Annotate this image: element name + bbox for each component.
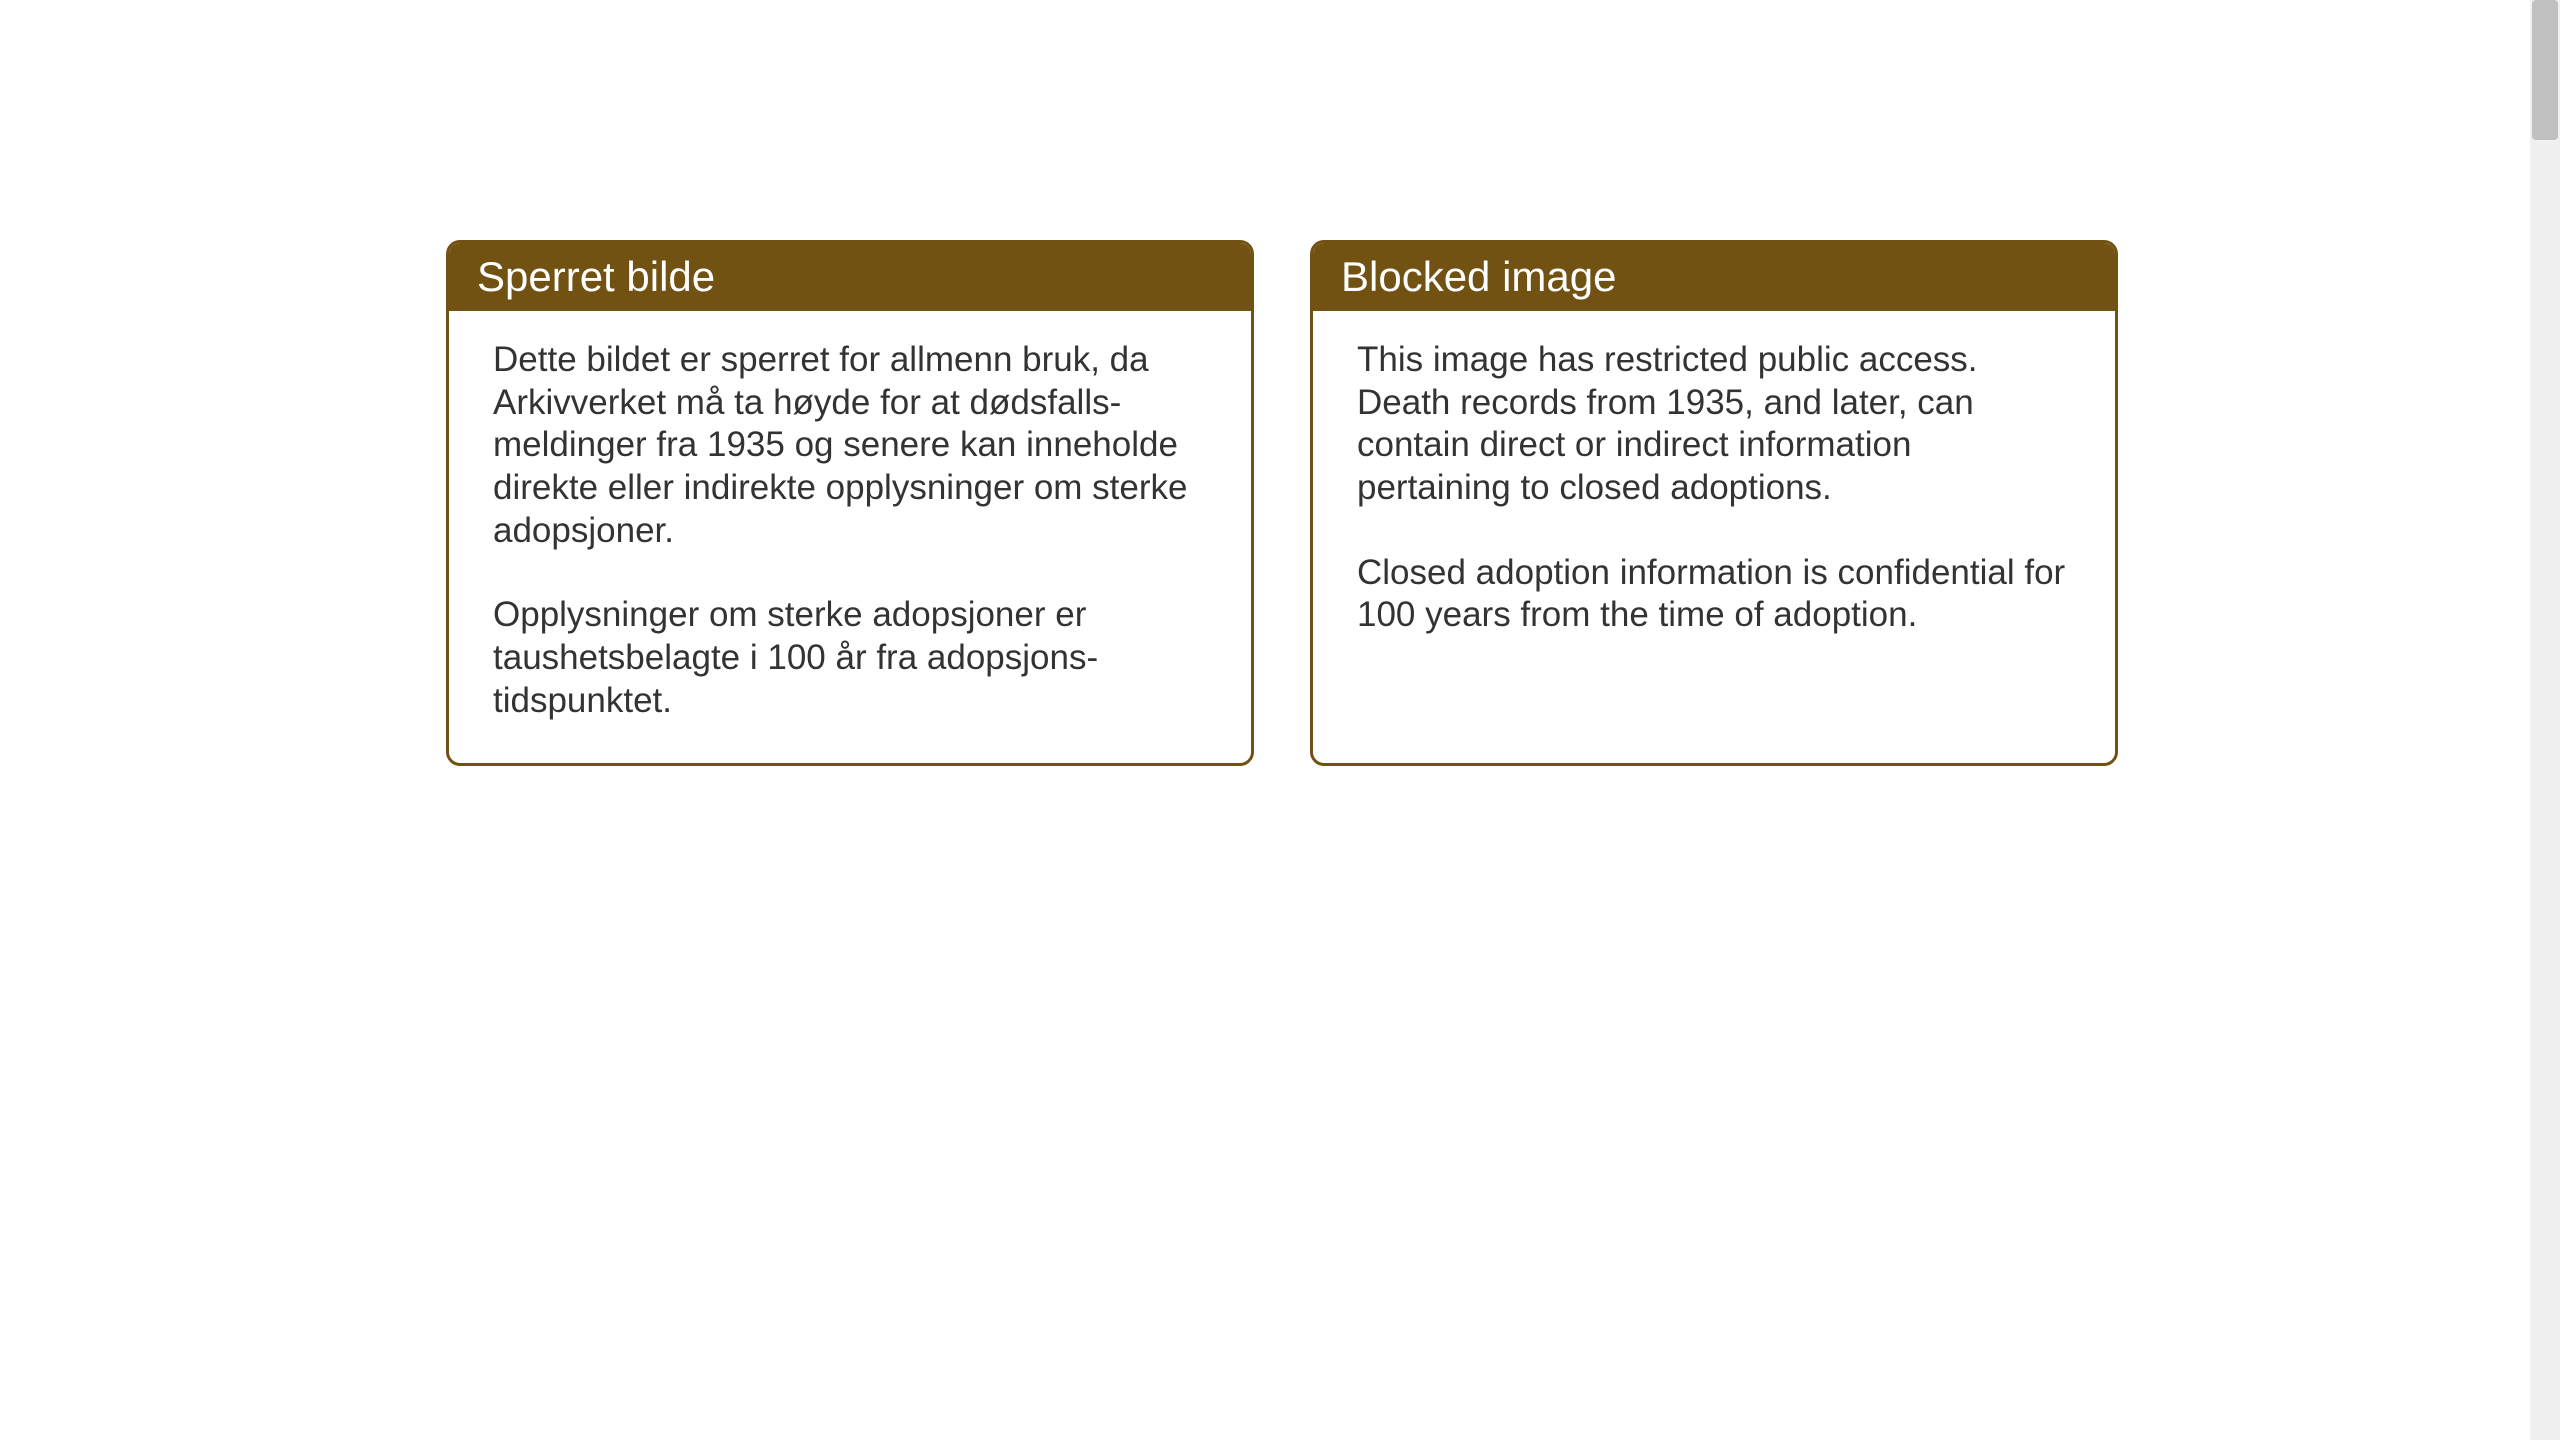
scrollbar-thumb[interactable] [2532,0,2558,140]
card-container: Sperret bilde Dette bildet er sperret fo… [0,0,2560,766]
english-card-body: This image has restricted public access.… [1313,311,2115,677]
scrollbar-track[interactable] [2530,0,2560,1440]
english-paragraph-1: This image has restricted public access.… [1357,339,2071,510]
english-card-title: Blocked image [1313,243,2115,311]
norwegian-paragraph-1: Dette bildet er sperret for allmenn bruk… [493,339,1207,552]
norwegian-card-body: Dette bildet er sperret for allmenn bruk… [449,311,1251,763]
english-paragraph-2: Closed adoption information is confident… [1357,552,2071,637]
norwegian-card: Sperret bilde Dette bildet er sperret fo… [446,240,1254,766]
norwegian-paragraph-2: Opplysninger om sterke adopsjoner er tau… [493,594,1207,722]
norwegian-card-title: Sperret bilde [449,243,1251,311]
english-card: Blocked image This image has restricted … [1310,240,2118,766]
